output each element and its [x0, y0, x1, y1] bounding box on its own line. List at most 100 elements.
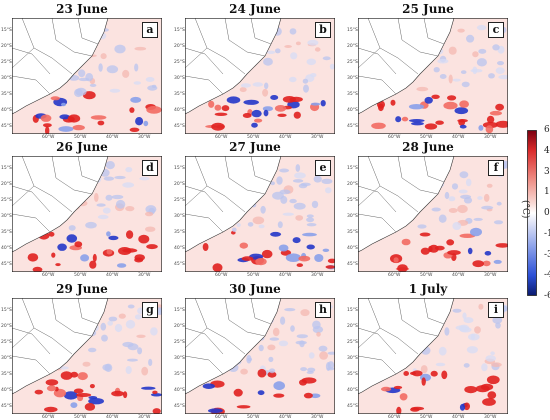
state-boundary — [367, 298, 419, 355]
map-panel: 1 July 15°S 20°S 25°S 30°S 35°S 40°S 45°S 60°W 5… — [347, 282, 508, 420]
state-boundary — [367, 18, 419, 75]
longitude-label: 60°W — [42, 415, 55, 420]
latitude-label: 45°S — [1, 124, 12, 129]
latitude-label: 30°S — [174, 356, 185, 361]
latitude-label: 20°S — [174, 44, 185, 49]
longitude-label: 50°W — [74, 135, 87, 140]
latitude-label: 15°S — [347, 166, 358, 171]
longitude-label: 60°W — [42, 135, 55, 140]
latitude-label: 35°S — [1, 92, 12, 97]
longitude-label: 50°W — [74, 273, 87, 278]
longitude-label: 40°W — [279, 135, 292, 140]
panel-letter: b — [315, 22, 331, 38]
latitude-label: 30°S — [1, 76, 12, 81]
latitude-label: 30°S — [174, 214, 185, 219]
latitude-label: 35°S — [347, 92, 358, 97]
state-boundary — [358, 213, 397, 233]
sst-anomaly-map — [358, 298, 508, 414]
latitude-label: 15°S — [174, 308, 185, 313]
state-boundary — [12, 75, 51, 95]
longitude-label: 60°W — [215, 273, 228, 278]
state-boundary — [185, 185, 224, 213]
longitude-label: 60°W — [388, 273, 401, 278]
latitude-label: 35°S — [347, 372, 358, 377]
latitude-label: 15°S — [347, 308, 358, 313]
state-boundary — [12, 185, 35, 207]
state-boundary — [423, 18, 445, 45]
longitude-label: 40°W — [106, 135, 119, 140]
longitude-label: 40°W — [279, 415, 292, 420]
latitude-label: 15°S — [174, 166, 185, 171]
latitude-label: 35°S — [1, 372, 12, 377]
state-boundary — [185, 47, 224, 75]
state-boundary — [250, 298, 272, 325]
longitude-label: 50°W — [247, 135, 260, 140]
longitude-label: 30°W — [311, 135, 324, 140]
map-frame — [358, 156, 508, 272]
longitude-label: 40°W — [452, 135, 465, 140]
map-area: 15°S 20°S 25°S 30°S 35°S 40°S 45°S 60°W 50°W 40°W… — [1, 156, 162, 278]
state-boundary — [358, 75, 397, 95]
panel-letter: d — [142, 160, 158, 176]
longitude-label: 40°W — [452, 273, 465, 278]
longitude-label: 60°W — [42, 273, 55, 278]
panel-letter: g — [142, 302, 158, 318]
state-boundary — [51, 298, 93, 337]
colorbar-tick-label: 4.5 — [544, 145, 550, 156]
map-area: 15°S 20°S 25°S 30°S 35°S 40°S 45°S 60°W 50°W 40°W… — [1, 18, 162, 140]
longitude-label: 30°W — [484, 135, 497, 140]
longitude-label: 40°W — [279, 273, 292, 278]
map-panel: 25 June 15°S 20°S 25°S 30°S 35°S 40°S 45°S 60°W… — [347, 2, 508, 140]
panel-title: 30 June — [229, 282, 281, 296]
longitude-label: 50°W — [420, 273, 433, 278]
map-panel: 29 June 15°S 20°S 25°S 30°S 35°S 40°S 45°S 60°W… — [1, 282, 162, 420]
latitude-label: 30°S — [347, 76, 358, 81]
panel-letter: a — [142, 22, 158, 38]
land-mass — [358, 18, 455, 115]
state-boundary — [358, 185, 381, 207]
map-panel: 23 June 15°S 20°S 25°S 30°S 35°S 40°S 45°S 60°W… — [1, 2, 162, 140]
latitude-label: 30°S — [347, 214, 358, 219]
panel-letter: e — [315, 160, 331, 176]
state-boundary — [397, 156, 439, 195]
map-area: 15°S 20°S 25°S 30°S 35°S 40°S 45°S 60°W 50°W 40°W… — [174, 298, 335, 420]
state-boundary — [12, 47, 35, 69]
panel-letter: h — [315, 302, 331, 318]
land-mass — [185, 156, 282, 253]
map-frame — [185, 156, 335, 272]
latitude-label: 20°S — [1, 324, 12, 329]
longitude-label: 30°W — [311, 273, 324, 278]
map-panel: 27 June 15°S 20°S 25°S 30°S 35°S 40°S 45°S 60°W… — [174, 140, 335, 278]
latitude-label: 20°S — [174, 182, 185, 187]
latitude-label: 40°S — [1, 388, 12, 393]
latitude-label: 25°S — [1, 340, 12, 345]
state-boundary — [367, 156, 419, 213]
longitude-label: 30°W — [311, 415, 324, 420]
state-boundary — [224, 18, 266, 57]
map-frame — [358, 18, 508, 134]
colorbar-tick-label: 0.0 — [544, 208, 550, 218]
state-boundary — [423, 298, 445, 325]
panel-title: 24 June — [229, 2, 281, 16]
colorbar-tick-label: -4.5 — [544, 270, 550, 281]
latitude-label: 25°S — [174, 198, 185, 203]
latitude-label: 30°S — [1, 356, 12, 361]
colorbar-unit: (°C) — [520, 200, 530, 219]
land-mass — [358, 298, 455, 395]
longitude-label: 40°W — [106, 415, 119, 420]
state-boundary — [12, 213, 51, 233]
state-boundary — [423, 156, 445, 183]
colorbar — [527, 130, 537, 296]
latitude-label: 25°S — [347, 60, 358, 65]
state-boundary — [185, 75, 224, 95]
state-boundary — [358, 327, 397, 355]
state-boundary — [358, 185, 397, 213]
sst-anomaly-map — [185, 18, 335, 134]
panel-title: 26 June — [56, 140, 108, 154]
latitude-label: 45°S — [1, 404, 12, 409]
state-boundary — [77, 156, 99, 183]
longitude-label: 50°W — [420, 135, 433, 140]
state-boundary — [358, 355, 397, 375]
state-boundary — [397, 298, 439, 337]
state-boundary — [185, 327, 224, 355]
